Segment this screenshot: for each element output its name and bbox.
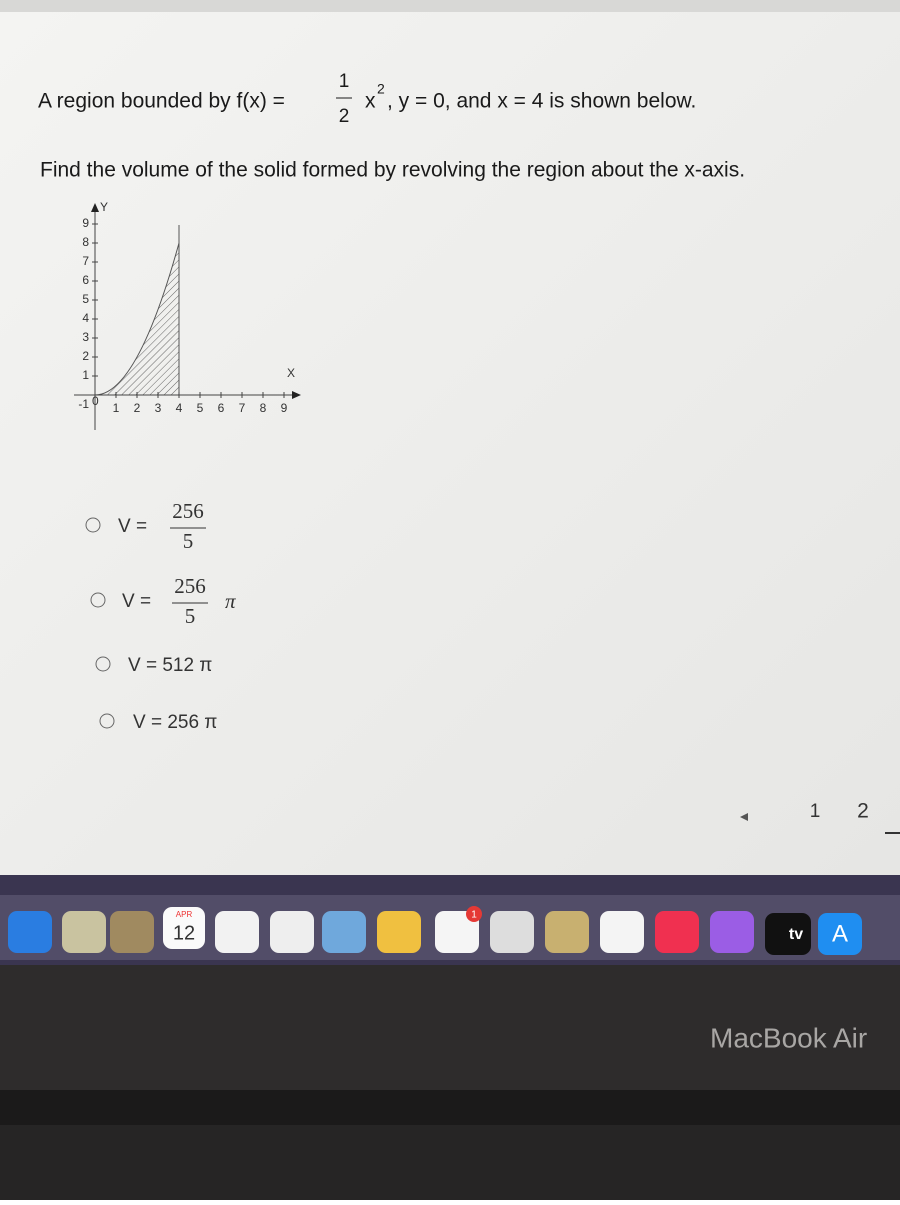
question-prefix: A region bounded by f(x) = [38, 90, 285, 113]
fraction-den: 2 [339, 106, 350, 127]
tv-icon[interactable] [765, 913, 811, 955]
badge-count: 1 [471, 910, 477, 921]
x-tick-label: 2 [134, 401, 141, 415]
calendar-month: APR [176, 910, 193, 919]
calendar-icon[interactable] [163, 907, 205, 949]
y-tick-label: 4 [82, 311, 89, 325]
option[interactable]: V = 256 5 [85, 499, 206, 553]
calendar-day: 12 [173, 922, 195, 944]
prev-arrow[interactable] [740, 813, 748, 821]
origin-label: 0 [92, 394, 99, 408]
instruction: Find the volume of the solid formed by r… [40, 159, 745, 182]
x-tick-label: 5 [197, 401, 204, 415]
x-tick-label: 7 [239, 401, 246, 415]
keyboard-deck [0, 1125, 900, 1200]
y-tick-label: 8 [82, 235, 89, 249]
dock-icon [215, 911, 259, 953]
radio[interactable] [99, 713, 115, 729]
fraction-num: 1 [339, 71, 350, 92]
option[interactable]: V = 256 5 π [90, 574, 236, 628]
question-var: x [365, 90, 376, 113]
x-tick-label: 4 [176, 401, 183, 415]
screen [0, 0, 900, 875]
y-tick-label: 2 [82, 349, 89, 363]
dock-icon [710, 911, 754, 953]
appstore-glyph: A [832, 920, 848, 947]
y-tick-label: 7 [82, 254, 89, 268]
option-num: 256 [172, 499, 204, 523]
option-num: 256 [174, 574, 206, 598]
option-lhs: V = [118, 516, 147, 537]
dock-icons [8, 911, 754, 953]
x-tick-label: 8 [260, 401, 267, 415]
dock-icon [600, 911, 644, 953]
y-axis-label: Y [100, 200, 108, 214]
option-lhs: V = [122, 591, 151, 612]
dock-icon [322, 911, 366, 953]
dock-icon [490, 911, 534, 953]
neg-one-label: -1 [78, 397, 89, 411]
dock-icon [8, 911, 52, 953]
option[interactable]: V = 256 π [99, 712, 217, 733]
shaded-region [95, 243, 179, 395]
radio[interactable] [85, 517, 101, 533]
dock-icon [435, 911, 479, 953]
radio[interactable] [90, 592, 106, 608]
page-link[interactable]: 1 [810, 801, 821, 822]
y-tick-label: 9 [82, 216, 89, 230]
question-exponent: 2 [377, 81, 385, 97]
appstore-icon[interactable] [818, 913, 862, 955]
dock-icon [110, 911, 154, 953]
radio[interactable] [95, 656, 111, 672]
x-tick-label: 9 [281, 401, 288, 415]
curve [94, 242, 180, 396]
bezel [0, 965, 900, 1090]
badge [466, 906, 482, 922]
option-text: V = 256 π [133, 712, 217, 733]
page-link[interactable]: 2 [857, 800, 869, 823]
dock-icon [377, 911, 421, 953]
question-suffix: , y = 0, and x = 4 is shown below. [387, 90, 696, 113]
top-bar [0, 0, 900, 12]
x-tick-label: 3 [155, 401, 162, 415]
dock-icon [545, 911, 589, 953]
y-tick-label: 1 [82, 368, 89, 382]
option[interactable]: V = 512 π [95, 655, 212, 676]
y-tick-label: 6 [82, 273, 89, 287]
y-arrow [91, 203, 99, 212]
dock-icon [62, 911, 106, 953]
option-pi: π [225, 589, 236, 613]
x-tick-label: 6 [218, 401, 225, 415]
option-den: 5 [185, 604, 196, 628]
option-den: 5 [183, 529, 194, 553]
x-axis-label: X [287, 366, 295, 380]
dock-icon [655, 911, 699, 953]
laptop-label: MacBook Air [710, 1022, 867, 1053]
option-text: V = 512 π [128, 655, 212, 676]
x-tick-label: 1 [113, 401, 120, 415]
y-tick-label: 3 [82, 330, 89, 344]
y-tick-label: 5 [82, 292, 89, 306]
x-arrow [292, 391, 301, 399]
dock-icon [270, 911, 314, 953]
tv-label: tv [789, 926, 803, 943]
